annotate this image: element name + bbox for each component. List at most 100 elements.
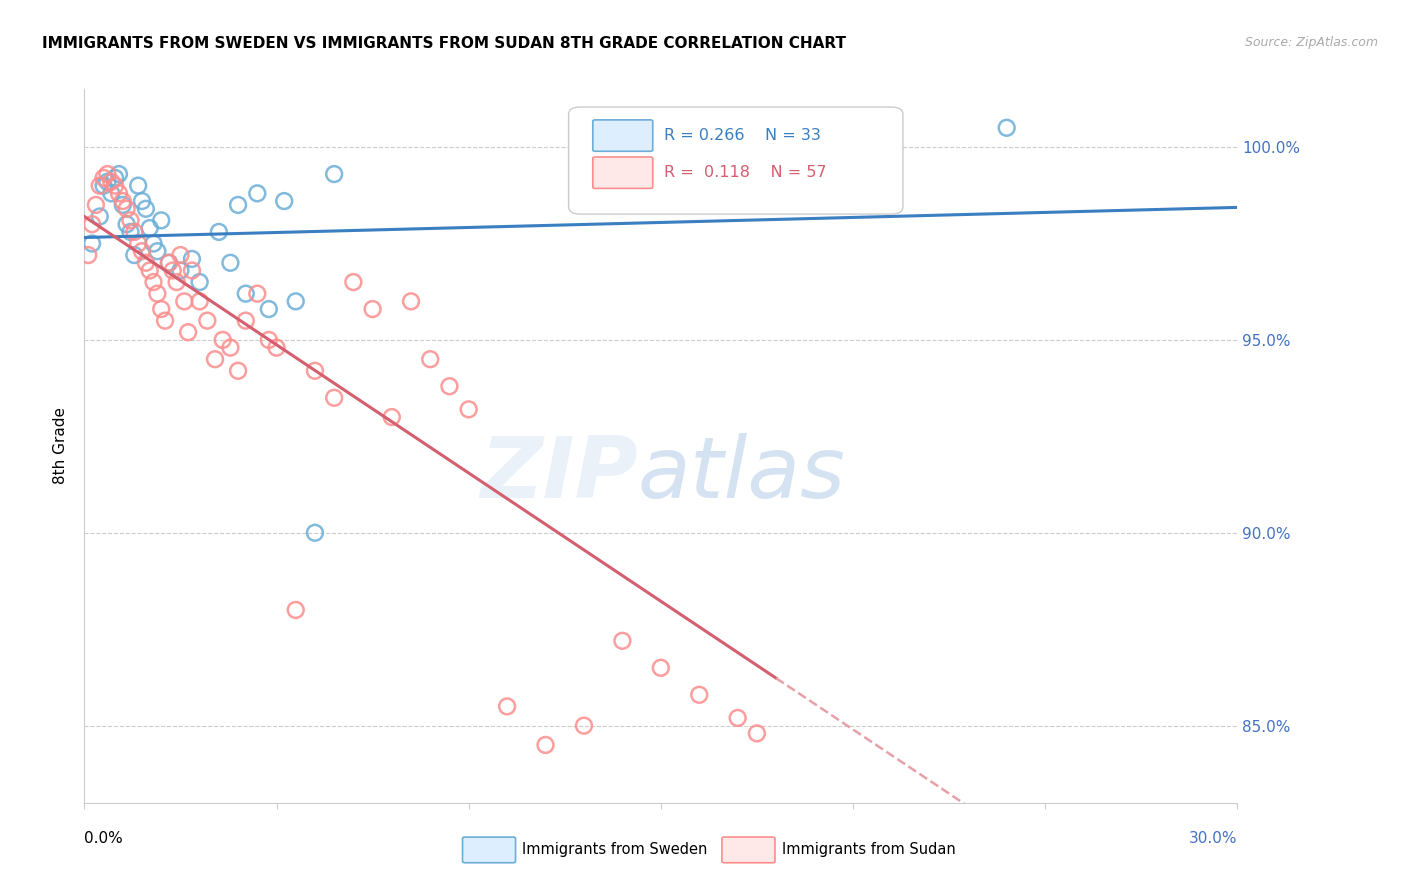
Point — [226, 364, 249, 378]
Point — [104, 178, 127, 193]
Text: R = 0.266    N = 33: R = 0.266 N = 33 — [664, 128, 821, 143]
Point — [104, 170, 127, 185]
Point — [108, 167, 131, 181]
Point — [115, 202, 138, 216]
Point — [204, 352, 226, 367]
Point — [188, 275, 211, 289]
Point — [146, 244, 169, 259]
Point — [439, 379, 461, 393]
Point — [146, 286, 169, 301]
Text: 0.0%: 0.0% — [84, 831, 124, 847]
Point — [273, 194, 295, 208]
Point — [304, 525, 326, 540]
Point — [80, 236, 103, 251]
Text: atlas: atlas — [638, 433, 846, 516]
Point — [246, 286, 269, 301]
Y-axis label: 8th Grade: 8th Grade — [53, 408, 69, 484]
Point — [150, 301, 173, 316]
Point — [284, 603, 307, 617]
Point — [188, 294, 211, 309]
FancyBboxPatch shape — [593, 120, 652, 152]
Point — [381, 410, 404, 425]
Point — [153, 313, 176, 327]
Point — [399, 294, 422, 309]
Point — [80, 217, 103, 231]
Point — [727, 711, 749, 725]
Point — [157, 256, 180, 270]
Point — [100, 175, 122, 189]
Point — [323, 167, 346, 181]
Point — [77, 248, 100, 262]
Point — [181, 263, 204, 277]
Point — [612, 633, 634, 648]
Point — [124, 248, 146, 262]
Point — [995, 120, 1018, 135]
Point — [120, 213, 142, 227]
Point — [361, 301, 384, 316]
Point — [111, 194, 134, 208]
FancyBboxPatch shape — [721, 837, 775, 863]
Point — [138, 221, 160, 235]
FancyBboxPatch shape — [593, 157, 652, 188]
Point — [127, 178, 149, 193]
FancyBboxPatch shape — [568, 107, 903, 214]
Point — [96, 167, 118, 181]
Point — [257, 333, 280, 347]
Point — [219, 256, 242, 270]
Point — [100, 186, 122, 201]
Point — [235, 286, 257, 301]
Point — [208, 225, 231, 239]
Text: 30.0%: 30.0% — [1189, 831, 1237, 847]
Point — [419, 352, 441, 367]
Text: ZIP: ZIP — [479, 433, 638, 516]
Point — [195, 313, 218, 327]
Point — [162, 263, 184, 277]
Point — [135, 256, 157, 270]
Point — [120, 225, 142, 239]
Point — [688, 688, 710, 702]
Point — [115, 217, 138, 231]
Point — [235, 313, 257, 327]
Point — [257, 301, 280, 316]
Point — [111, 198, 134, 212]
Point — [169, 248, 191, 262]
Text: Immigrants from Sudan: Immigrants from Sudan — [782, 842, 956, 857]
Point — [169, 263, 191, 277]
Point — [127, 236, 149, 251]
Text: IMMIGRANTS FROM SWEDEN VS IMMIGRANTS FROM SUDAN 8TH GRADE CORRELATION CHART: IMMIGRANTS FROM SWEDEN VS IMMIGRANTS FRO… — [42, 36, 846, 51]
Point — [124, 225, 146, 239]
Point — [108, 186, 131, 201]
Point — [765, 132, 787, 146]
Point — [89, 210, 111, 224]
Point — [150, 213, 173, 227]
Point — [93, 178, 115, 193]
Point — [304, 364, 326, 378]
Point — [534, 738, 557, 752]
Point — [266, 341, 288, 355]
Point — [745, 726, 768, 740]
Point — [131, 194, 153, 208]
Point — [496, 699, 519, 714]
FancyBboxPatch shape — [463, 837, 516, 863]
Point — [84, 198, 107, 212]
Point — [177, 325, 200, 339]
Point — [181, 252, 204, 266]
Point — [138, 263, 160, 277]
Point — [173, 294, 195, 309]
Point — [650, 661, 672, 675]
Point — [342, 275, 364, 289]
Point — [157, 256, 180, 270]
Point — [284, 294, 307, 309]
Point — [211, 333, 233, 347]
Point — [166, 275, 188, 289]
Point — [142, 275, 165, 289]
Text: R =  0.118    N = 57: R = 0.118 N = 57 — [664, 165, 827, 180]
Point — [142, 236, 165, 251]
Point — [93, 170, 115, 185]
Point — [219, 341, 242, 355]
Point — [96, 175, 118, 189]
Point — [131, 244, 153, 259]
Point — [226, 198, 249, 212]
Point — [572, 719, 595, 733]
Point — [246, 186, 269, 201]
